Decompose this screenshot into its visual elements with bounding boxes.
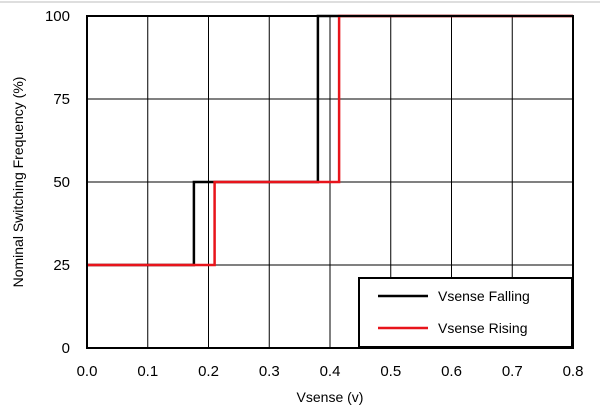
x-tick-label: 0.0 — [77, 363, 98, 380]
plot-area-frame — [86, 15, 574, 349]
y-axis-title: Nominal Switching Frequency (%) — [10, 77, 26, 288]
legend: Vsense Falling Vsense Rising — [358, 277, 573, 348]
y-tick-label: 100 — [45, 8, 70, 25]
y-tick-label: 50 — [53, 174, 70, 191]
x-tick-label: 0.8 — [563, 363, 584, 380]
legend-label-vsense-rising: Vsense Rising — [438, 320, 528, 336]
legend-label-vsense-falling: Vsense Falling — [438, 288, 530, 304]
x-axis-title: Vsense (v) — [297, 389, 364, 405]
y-tick-label: 0 — [62, 340, 70, 357]
x-tick-label: 0.3 — [259, 363, 280, 380]
y-axis-ticks: 0 25 50 75 100 — [45, 8, 70, 357]
y-tick-label: 75 — [53, 91, 70, 108]
x-tick-label: 0.2 — [198, 363, 219, 380]
legend-box — [358, 277, 573, 348]
x-tick-label: 0.1 — [137, 363, 158, 380]
x-tick-label: 0.7 — [502, 363, 523, 380]
x-tick-label: 0.4 — [320, 363, 341, 380]
y-tick-label: 25 — [53, 257, 70, 274]
x-tick-label: 0.6 — [441, 363, 462, 380]
x-tick-label: 0.5 — [380, 363, 401, 380]
x-axis-ticks: 0.0 0.1 0.2 0.3 0.4 0.5 0.6 0.7 0.8 — [77, 363, 584, 380]
